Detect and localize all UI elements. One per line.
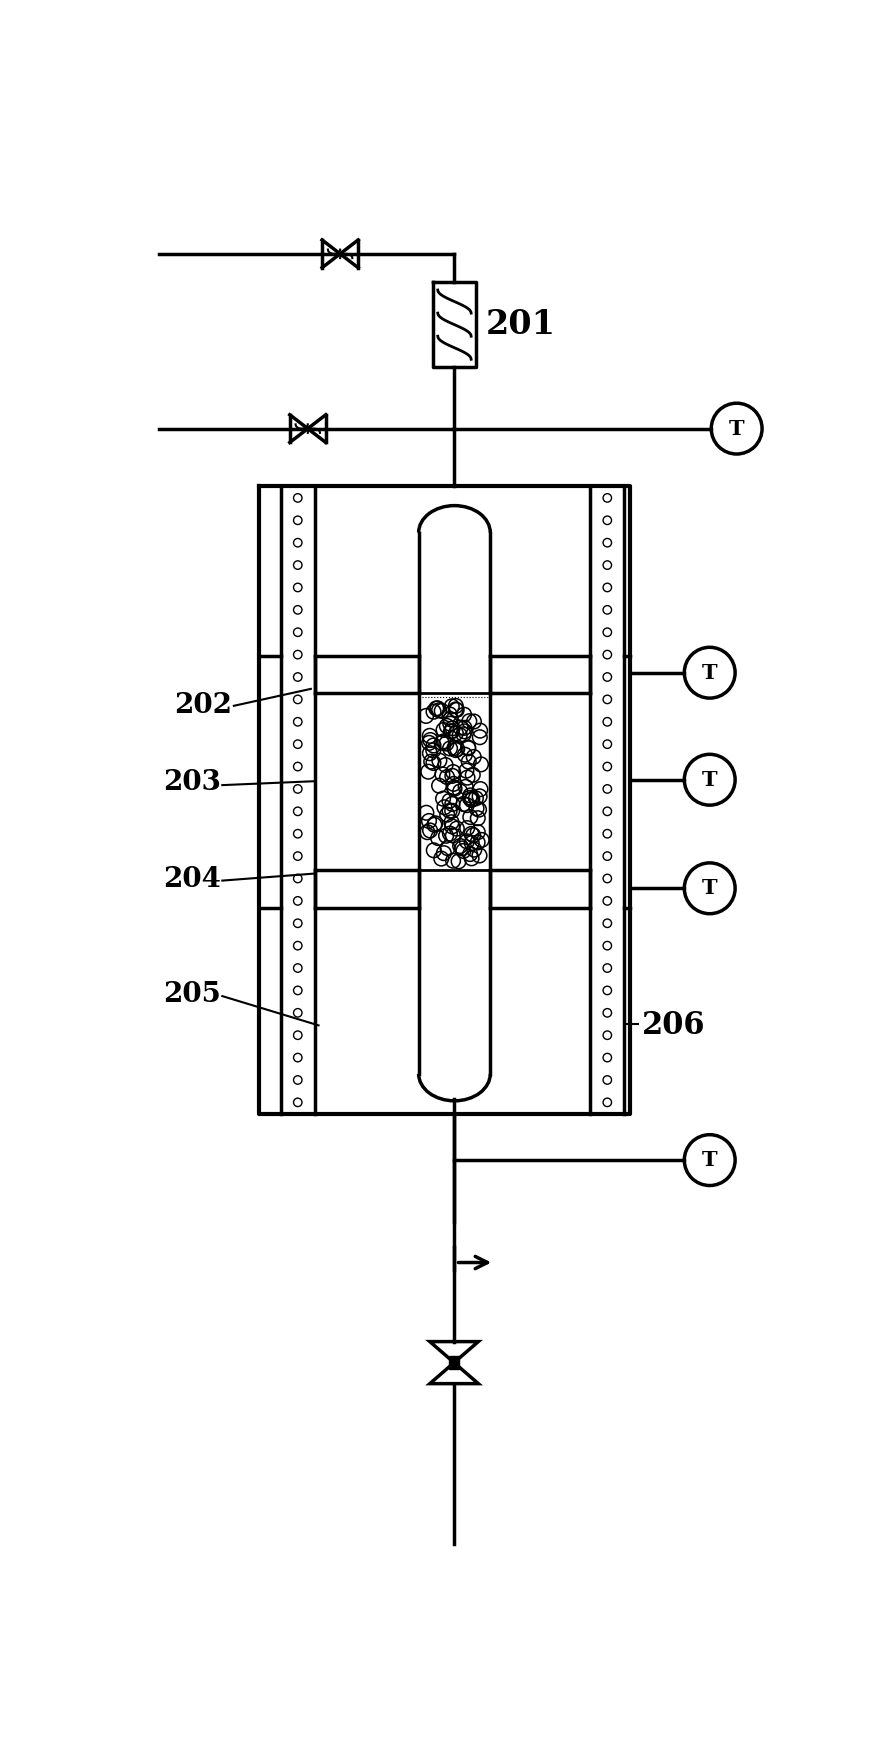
Text: T: T bbox=[702, 1150, 718, 1170]
Text: 204: 204 bbox=[163, 866, 221, 892]
Polygon shape bbox=[430, 1363, 478, 1384]
Polygon shape bbox=[430, 1342, 478, 1363]
Text: 205: 205 bbox=[163, 981, 221, 1007]
Text: 201: 201 bbox=[486, 309, 556, 342]
Text: 206: 206 bbox=[642, 1009, 705, 1041]
Bar bbox=[449, 1356, 459, 1368]
Text: T: T bbox=[702, 878, 718, 898]
Text: T: T bbox=[729, 418, 744, 439]
Text: T: T bbox=[702, 662, 718, 683]
Text: 202: 202 bbox=[175, 692, 232, 720]
Text: 203: 203 bbox=[163, 769, 221, 797]
Text: T: T bbox=[702, 770, 718, 790]
